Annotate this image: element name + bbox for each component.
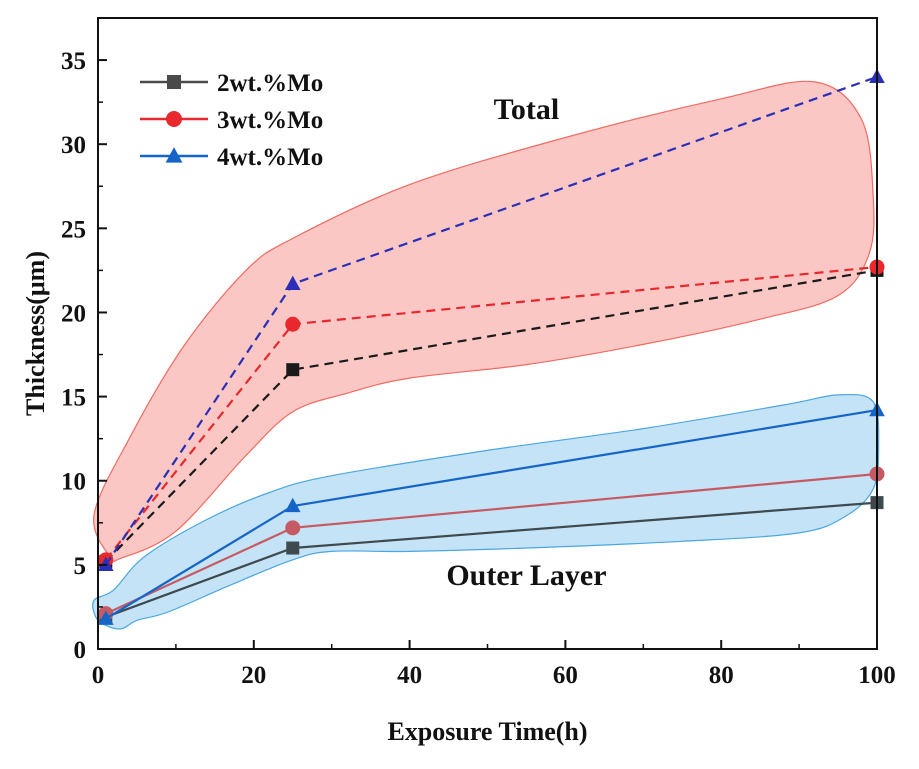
y-tick-label: 10 xyxy=(61,469,86,496)
y-axis-title: Thickness(μm) xyxy=(21,251,50,416)
x-tick-label: 20 xyxy=(241,662,266,689)
annotation-outer-layer: Outer Layer xyxy=(446,559,606,592)
data-point xyxy=(286,541,300,555)
highlight-regions xyxy=(92,80,880,630)
y-tick-label: 35 xyxy=(61,48,86,75)
data-point xyxy=(97,610,114,625)
legend-marker xyxy=(167,75,181,89)
x-axis-title: Exposure Time(h) xyxy=(387,717,587,746)
y-tick-label: 30 xyxy=(61,132,86,159)
data-point xyxy=(285,316,301,332)
y-tick-label: 5 xyxy=(74,553,87,580)
region-total xyxy=(93,80,875,563)
legend-marker xyxy=(166,111,182,127)
legend-item-3wtmo: 3wt.%Mo xyxy=(140,107,323,134)
data-point xyxy=(97,556,114,572)
axes: 0 20 40 60 80 100 0 5 10 15 20 25 30 35 Exposure Time(… xyxy=(21,17,896,746)
annotation-total: Total xyxy=(494,93,560,126)
legend: 2wt.%Mo 3wt.%Mo 4wt.%Mo xyxy=(140,70,323,171)
x-tick-label: 80 xyxy=(709,662,734,689)
data-point xyxy=(286,363,300,377)
data-point xyxy=(284,275,301,291)
legend-item-2wtmo: 2wt.%Mo xyxy=(140,70,323,97)
series-line xyxy=(105,269,878,563)
x-tick-label: 0 xyxy=(92,662,105,689)
legend-label: 4wt.%Mo xyxy=(217,144,323,171)
x-tick-label: 60 xyxy=(553,662,578,689)
legend-label: 2wt.%Mo xyxy=(217,70,323,97)
y-tick-label: 20 xyxy=(61,300,86,327)
x-tick-label: 40 xyxy=(397,662,422,689)
y-tick-label: 0 xyxy=(74,637,87,664)
data-point xyxy=(285,520,301,536)
data-point xyxy=(284,497,301,513)
y-tick-label: 15 xyxy=(61,385,86,412)
annotations: Total Outer Layer xyxy=(446,93,606,592)
x-tick-label: 100 xyxy=(858,662,896,689)
legend-label: 3wt.%Mo xyxy=(217,107,323,134)
legend-item-4wtmo: 4wt.%Mo xyxy=(140,144,323,171)
region-outer-layer xyxy=(92,393,880,630)
legend-marker xyxy=(165,147,183,163)
y-tick-label: 25 xyxy=(61,216,86,243)
